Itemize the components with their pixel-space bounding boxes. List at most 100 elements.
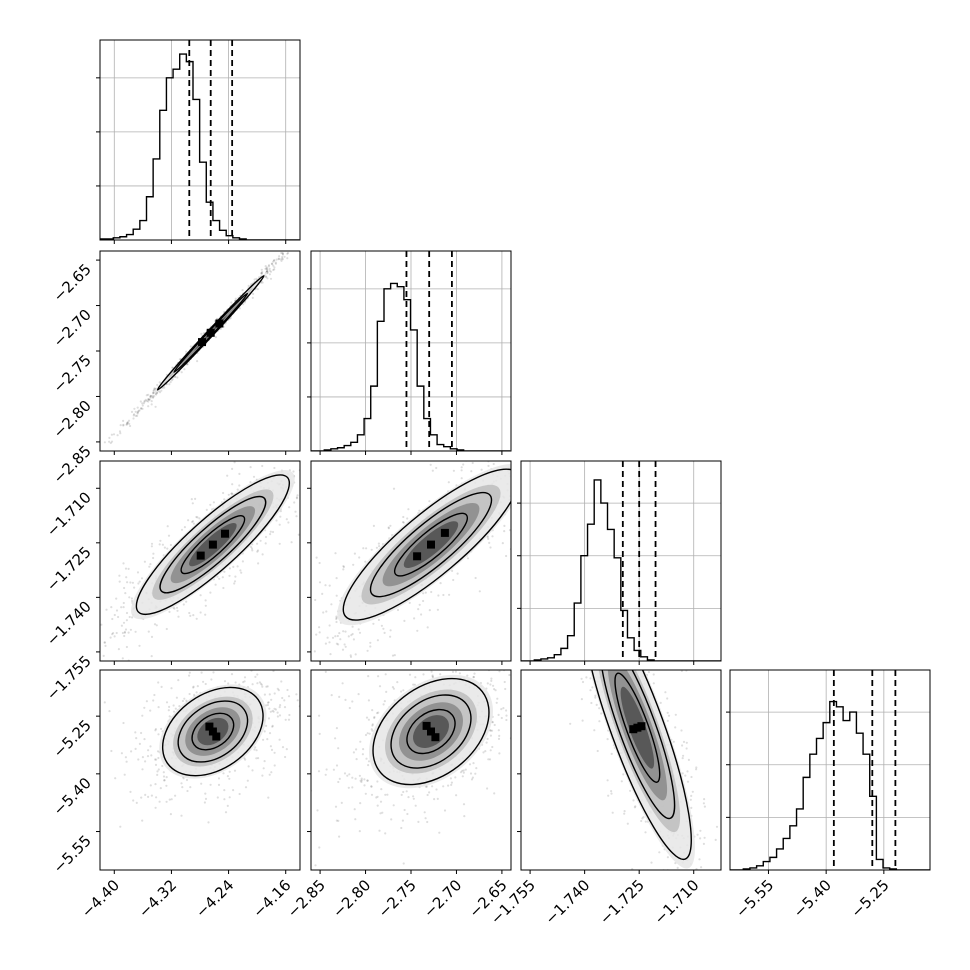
scatter-point (85, 682, 87, 684)
scatter-point (322, 611, 325, 614)
scatter-point (278, 542, 281, 545)
scatter-point (185, 350, 188, 353)
scatter-point (191, 502, 194, 505)
scatter-point (498, 734, 501, 737)
scatter-point (304, 607, 306, 609)
scatter-point (666, 856, 669, 859)
scatter-point (222, 491, 225, 495)
scatter-point (504, 687, 507, 691)
scatter-point (266, 703, 269, 707)
scatter-point (340, 434, 342, 436)
scatter-point (580, 635, 582, 637)
y-tick-label-row-2: −2.80 (50, 397, 95, 442)
scatter-point (460, 663, 462, 665)
scatter-point (278, 738, 281, 741)
scatter-point (156, 750, 160, 753)
scatter-point (182, 777, 185, 780)
scatter-point (147, 749, 150, 752)
scatter-point (122, 621, 126, 624)
scatter-point (591, 609, 593, 611)
scatter-point (143, 399, 146, 402)
scatter-point (230, 492, 233, 495)
scatter-point (231, 642, 233, 644)
scatter-point (126, 581, 129, 584)
scatter-point (376, 639, 379, 642)
scatter-point (379, 800, 383, 803)
scatter-point (300, 457, 302, 459)
scatter-point (571, 391, 573, 393)
scatter-point (603, 568, 605, 570)
scatter-point (534, 639, 536, 641)
scatter-point (341, 648, 345, 651)
scatter-point (276, 687, 279, 690)
scatter-point (337, 819, 340, 822)
scatter-point (286, 688, 289, 692)
scatter-point (452, 469, 455, 472)
scatter-point (463, 645, 465, 647)
scatter-point (154, 728, 157, 731)
scatter-point (455, 794, 458, 797)
scatter-point (526, 473, 528, 475)
scatter-point (337, 780, 340, 784)
scatter-point (331, 636, 335, 639)
y-tick-label-row-2: −2.85 (50, 442, 95, 487)
scatter-point (359, 802, 362, 805)
scatter-point (598, 624, 600, 626)
scatter-point (526, 495, 528, 497)
scatter-point (339, 429, 341, 431)
contour-level-1 (372, 677, 490, 786)
scatter-point (535, 492, 537, 494)
y-tick-label-row-2: −2.75 (50, 351, 95, 396)
scatter-point (367, 699, 370, 702)
scatter-point (529, 701, 531, 703)
scatter-point (192, 686, 195, 689)
scatter-point (495, 701, 498, 704)
scatter-point (180, 782, 183, 785)
scatter-point (469, 772, 473, 775)
scatter-point (412, 797, 415, 800)
scatter-point (147, 405, 150, 408)
scatter-point (480, 609, 482, 611)
scatter-point (570, 586, 572, 588)
scatter-point (472, 675, 475, 679)
scatter-point (540, 486, 542, 488)
scatter-point (562, 466, 564, 468)
scatter-point (685, 747, 688, 750)
scatter-point (563, 545, 565, 547)
scatter-point (491, 721, 494, 724)
scatter-point (334, 426, 336, 428)
scatter-point (694, 912, 696, 914)
scatter-point (192, 614, 195, 617)
scatter-point (136, 412, 139, 415)
scatter-point (536, 470, 538, 472)
scatter-point (367, 675, 370, 678)
scatter-point (312, 431, 314, 433)
scatter-point (127, 631, 130, 634)
scatter-point (365, 757, 368, 760)
scatter-point (556, 567, 558, 569)
scatter-point (124, 628, 128, 631)
scatter-point (560, 643, 562, 645)
scatter-point (426, 820, 429, 824)
scatter-point (209, 503, 212, 506)
scatter-point (552, 432, 554, 434)
scatter-point (233, 580, 237, 583)
scatter-point (218, 577, 221, 580)
scatter-point (210, 678, 213, 681)
scatter-point (252, 475, 256, 478)
scatter-point (188, 671, 191, 674)
scatter-point (493, 645, 495, 647)
scatter-point (121, 657, 124, 660)
scatter-point (480, 468, 483, 471)
scatter-point (451, 569, 454, 572)
scatter-point (589, 689, 592, 692)
scatter-point (340, 801, 343, 804)
scatter-point (698, 900, 700, 902)
scatter-point (512, 711, 514, 713)
scatter-point (243, 676, 247, 679)
scatter-point (335, 616, 338, 619)
scatter-point (632, 799, 635, 802)
scatter-point (392, 687, 395, 690)
scatter-point (238, 792, 241, 796)
scatter-point (323, 678, 325, 680)
